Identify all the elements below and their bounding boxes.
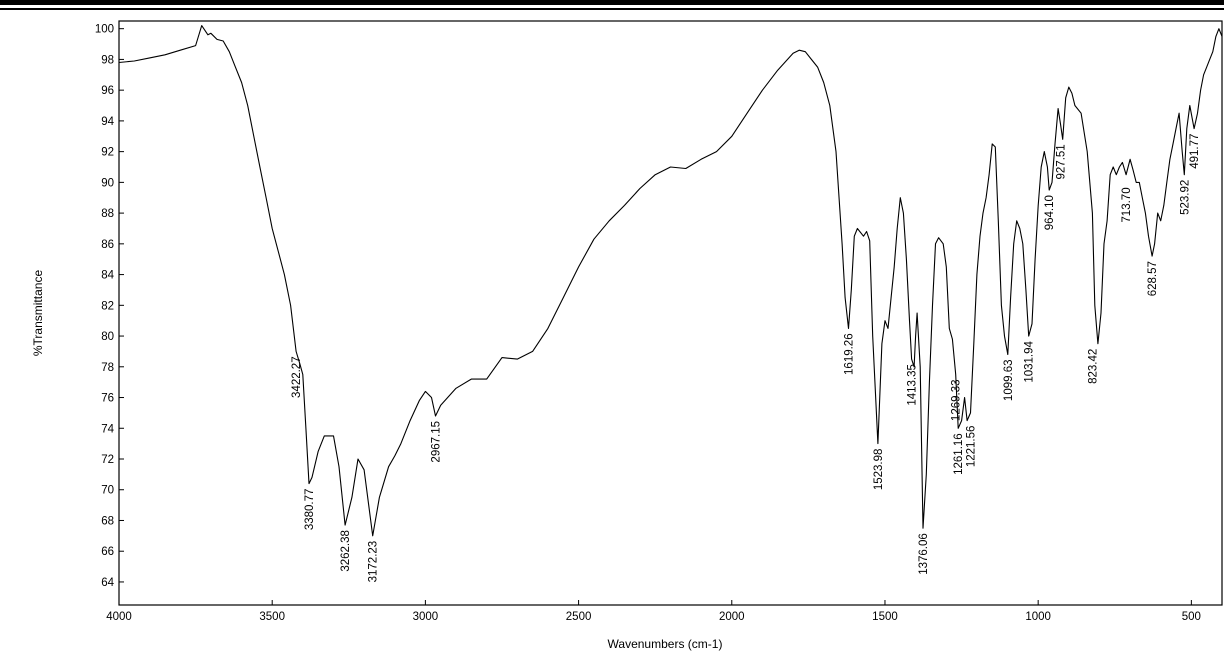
peak-label: 1523.98 [873, 449, 885, 491]
peak-label: 491.77 [1189, 134, 1201, 169]
peak-label: 964.10 [1044, 195, 1056, 230]
x-axis-ticks: 4000 3500 3000 2500 2000 1500 1000 500 [106, 600, 1201, 623]
x-tick-label: 500 [1182, 611, 1201, 623]
y-axis-label: %Transmittance [31, 270, 45, 357]
y-tick-label: 68 [101, 515, 114, 527]
x-tick-label: 1500 [872, 611, 898, 623]
y-tick-label: 74 [101, 423, 114, 435]
y-tick-label: 84 [101, 270, 114, 282]
x-tick-label: 4000 [106, 611, 132, 623]
y-axis-ticks: 64 66 68 70 72 74 76 78 80 82 84 86 88 90 92 94 96 98 100 [95, 24, 124, 589]
peak-label: 523.92 [1179, 180, 1191, 215]
x-tick-label: 2500 [566, 611, 592, 623]
y-tick-label: 76 [101, 393, 114, 405]
peak-label: 3262.38 [340, 530, 352, 572]
peak-label: 2967.15 [431, 421, 443, 463]
peak-label: 927.51 [1056, 144, 1068, 179]
peak-label: 1413.35 [907, 364, 919, 406]
y-tick-label: 98 [101, 54, 114, 66]
x-axis-label: Wavenumbers (cm-1) [608, 637, 723, 651]
peak-label: 3380.77 [304, 489, 316, 531]
peak-label: 823.42 [1087, 349, 1099, 384]
y-tick-label: 78 [101, 362, 114, 374]
y-tick-label: 82 [101, 300, 114, 312]
peak-annotations: 3422.27 3380.77 3262.38 3172.23 2967.15 1619.… [291, 134, 1201, 583]
peak-label: 3172.23 [368, 541, 380, 583]
peak-label: 1269.33 [951, 380, 963, 422]
y-tick-label: 100 [95, 24, 114, 36]
x-tick-label: 3000 [413, 611, 439, 623]
top-border-thick [0, 0, 1224, 5]
x-tick-label: 1000 [1025, 611, 1051, 623]
y-tick-label: 92 [101, 147, 114, 159]
peak-label: 1261.16 [953, 433, 965, 475]
peak-label: 3422.27 [291, 356, 303, 398]
peak-label: 1619.26 [844, 333, 856, 375]
y-tick-label: 94 [101, 116, 114, 128]
y-tick-label: 86 [101, 239, 114, 251]
peak-label: 628.57 [1147, 261, 1159, 296]
peak-label: 1221.56 [966, 426, 978, 468]
peak-label: 1376.06 [918, 533, 930, 575]
y-tick-label: 96 [101, 85, 114, 97]
plot-frame [118, 20, 1223, 606]
y-tick-label: 90 [101, 177, 114, 189]
y-tick-label: 70 [101, 485, 114, 497]
y-tick-label: 66 [101, 546, 114, 558]
peak-label: 713.70 [1121, 187, 1133, 222]
peak-label: 1099.63 [1003, 360, 1015, 402]
spectrum-line [118, 25, 1223, 537]
y-tick-label: 72 [101, 454, 114, 466]
y-tick-label: 88 [101, 208, 114, 220]
peak-label: 1031.94 [1024, 341, 1036, 383]
x-tick-label: 3500 [259, 611, 285, 623]
y-tick-label: 80 [101, 331, 114, 343]
top-border-thin [0, 8, 1224, 10]
y-tick-label: 64 [101, 577, 114, 589]
x-tick-label: 2000 [719, 611, 745, 623]
